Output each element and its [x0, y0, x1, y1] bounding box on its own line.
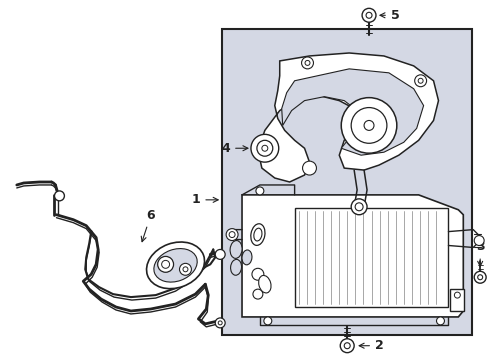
Circle shape: [301, 57, 314, 69]
Ellipse shape: [154, 248, 197, 282]
Text: 5: 5: [380, 9, 400, 22]
Ellipse shape: [254, 228, 262, 241]
Circle shape: [256, 187, 264, 195]
Bar: [222, 29, 472, 335]
Bar: [294, 208, 448, 307]
Circle shape: [226, 229, 238, 240]
Circle shape: [454, 292, 460, 298]
Circle shape: [253, 289, 263, 299]
Circle shape: [478, 275, 483, 280]
Circle shape: [351, 108, 387, 143]
Circle shape: [474, 235, 484, 246]
Circle shape: [302, 161, 317, 175]
Circle shape: [262, 145, 268, 151]
Circle shape: [474, 271, 486, 283]
Circle shape: [251, 134, 279, 162]
Circle shape: [229, 231, 235, 238]
Circle shape: [252, 268, 264, 280]
Circle shape: [257, 140, 273, 156]
Circle shape: [183, 267, 188, 272]
Ellipse shape: [251, 224, 265, 246]
Ellipse shape: [259, 275, 271, 293]
Text: 1: 1: [192, 193, 218, 206]
Circle shape: [215, 249, 225, 260]
Circle shape: [341, 98, 397, 153]
Text: 4: 4: [221, 142, 248, 155]
Ellipse shape: [147, 242, 204, 289]
Polygon shape: [258, 53, 439, 182]
Text: 2: 2: [359, 339, 384, 352]
Circle shape: [344, 343, 350, 349]
Circle shape: [362, 8, 376, 22]
Text: 6: 6: [141, 209, 155, 242]
Bar: [450, 289, 465, 311]
Polygon shape: [282, 69, 424, 155]
Ellipse shape: [230, 240, 242, 258]
Circle shape: [351, 199, 367, 215]
Text: 3: 3: [476, 240, 485, 266]
Circle shape: [415, 75, 427, 87]
Circle shape: [264, 317, 272, 325]
Circle shape: [162, 260, 170, 268]
Circle shape: [366, 12, 372, 18]
Circle shape: [418, 78, 423, 83]
Circle shape: [355, 203, 363, 211]
Circle shape: [158, 256, 173, 272]
Circle shape: [437, 317, 444, 325]
Ellipse shape: [242, 250, 252, 265]
Circle shape: [364, 121, 374, 130]
Circle shape: [54, 191, 64, 201]
Circle shape: [218, 321, 222, 325]
Polygon shape: [242, 195, 464, 317]
Ellipse shape: [231, 260, 242, 275]
Circle shape: [305, 60, 310, 66]
Bar: [252, 143, 266, 153]
Circle shape: [340, 339, 354, 353]
Circle shape: [215, 318, 225, 328]
Circle shape: [179, 264, 192, 275]
